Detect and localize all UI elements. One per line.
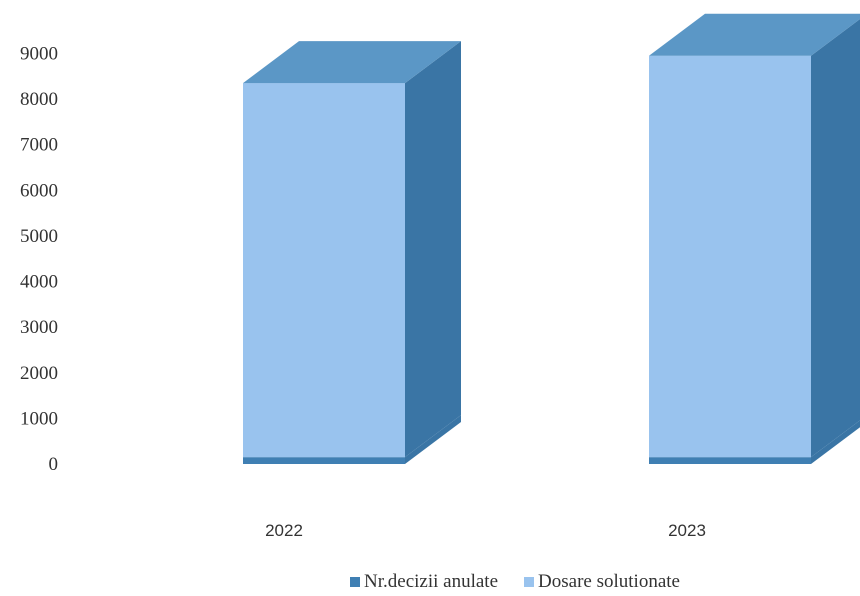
bar-top-face <box>243 41 461 84</box>
bar-side-face <box>811 420 860 464</box>
y-axis: 0 1000 2000 3000 4000 5000 6000 7000 8000 9000 <box>20 43 58 475</box>
bar-2023-dosare-solutionate <box>649 18 860 458</box>
y-tick-label: 7000 <box>20 135 58 156</box>
y-tick-label: 6000 <box>20 180 58 201</box>
y-tick-label: 0 <box>49 454 59 475</box>
legend-swatch <box>350 577 361 587</box>
bar-top-face <box>649 13 860 56</box>
y-tick-label: 3000 <box>20 317 58 338</box>
y-tick-label: 5000 <box>20 226 58 247</box>
x-axis: 2022 2023 <box>265 521 706 540</box>
plot-area <box>243 13 860 464</box>
bar-front-face <box>243 83 405 458</box>
legend-item: Dosare solutionate <box>524 571 680 593</box>
legend-label: Nr.decizii anulate <box>364 571 499 592</box>
y-tick-label: 4000 <box>20 272 58 293</box>
bar-front-face <box>243 457 405 464</box>
x-tick-label: 2023 <box>668 521 706 540</box>
legend-label: Dosare solutionate <box>538 571 680 592</box>
y-tick-label: 2000 <box>20 363 58 384</box>
bar-2022-dosare-solutionate <box>243 41 461 458</box>
bar-side-face <box>405 41 461 458</box>
bar-2022-decizii-anulate <box>243 415 461 464</box>
bar-side-face <box>405 415 461 464</box>
bar-side-face <box>811 18 860 458</box>
legend-swatch <box>524 577 535 587</box>
y-tick-label: 8000 <box>20 89 58 110</box>
bar-2023-decizii-anulate <box>649 420 860 464</box>
x-tick-label: 2022 <box>265 521 303 540</box>
legend: Nr.decizii anulate Dosare solutionate <box>0 571 860 593</box>
y-tick-label: 1000 <box>20 408 58 429</box>
y-tick-label: 9000 <box>20 43 58 64</box>
bar-front-face <box>649 55 811 458</box>
bar-front-face <box>649 457 811 464</box>
legend-item: Nr.decizii anulate <box>350 571 498 593</box>
